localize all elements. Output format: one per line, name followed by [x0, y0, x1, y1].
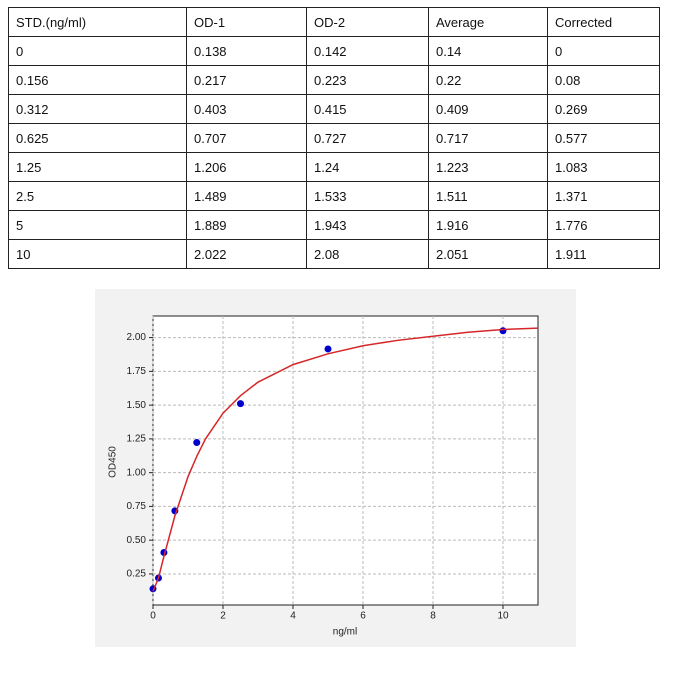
table-cell: 10 — [8, 239, 187, 269]
table-cell: 2.022 — [186, 239, 307, 269]
table-row: 0.156 0.217 0.223 0.22 0.08 — [8, 65, 660, 95]
x-tick-label: 4 — [290, 611, 296, 622]
table-cell: 1.511 — [428, 181, 548, 211]
table-cell: 0.156 — [8, 65, 187, 95]
table-row: 5 1.889 1.943 1.916 1.776 — [8, 210, 660, 240]
table-row: 10 2.022 2.08 2.051 1.911 — [8, 239, 660, 269]
y-tick-label: 1.75 — [127, 366, 147, 377]
table-cell: 0.138 — [186, 36, 307, 66]
table-cell: 1.24 — [306, 152, 429, 182]
x-tick-label: 0 — [150, 611, 156, 622]
table-cell: 0.142 — [306, 36, 429, 66]
header-row: STD.(ng/ml) OD-1 OD-2 Average Corrected — [8, 7, 660, 37]
table-cell: 1.776 — [547, 210, 660, 240]
table-cell: 1.223 — [428, 152, 548, 182]
table-cell: 0.403 — [186, 94, 307, 124]
table-cell: Corrected — [547, 7, 660, 37]
x-axis-label: ng/ml — [333, 627, 357, 638]
table-cell: 2.051 — [428, 239, 548, 269]
x-tick-label: 8 — [430, 611, 436, 622]
table-row: 0.312 0.403 0.415 0.409 0.269 — [8, 94, 660, 124]
table-cell: Average — [428, 7, 548, 37]
table-row: 0.625 0.707 0.727 0.717 0.577 — [8, 123, 660, 153]
y-tick-label: 0.50 — [127, 535, 147, 546]
table-cell: 1.943 — [306, 210, 429, 240]
data-point — [237, 400, 244, 408]
data-point — [499, 327, 507, 335]
table-row: 2.5 1.489 1.533 1.511 1.371 — [8, 181, 660, 211]
y-tick-label: 1.50 — [127, 400, 147, 411]
table-cell: 1.083 — [547, 152, 660, 182]
table-cell: 1.889 — [186, 210, 307, 240]
y-tick-label: 2.00 — [127, 332, 147, 343]
plot-area — [152, 315, 539, 606]
x-tick-label: 2 — [220, 611, 226, 622]
table-cell: 0.409 — [428, 94, 548, 124]
fit-curve — [152, 327, 539, 592]
table-cell: STD.(ng/ml) — [8, 7, 187, 37]
table-cell: 1.911 — [547, 239, 660, 269]
y-axis-label: OD450 — [108, 446, 119, 478]
table-cell: 0.707 — [186, 123, 307, 153]
table-cell: 0.727 — [306, 123, 429, 153]
data-point — [324, 345, 332, 353]
data-point — [193, 439, 201, 447]
table-cell: 2.08 — [306, 239, 429, 269]
x-tick-label: 6 — [360, 611, 366, 622]
y-tick-label: 0.75 — [127, 501, 147, 512]
table-cell: OD-1 — [186, 7, 307, 37]
table-cell: 0.717 — [428, 123, 548, 153]
table-cell: 0.625 — [8, 123, 187, 153]
x-tick-label: 10 — [497, 611, 509, 622]
table-row: 0 0.138 0.142 0.14 0 — [8, 36, 660, 66]
y-tick-label: 0.25 — [127, 569, 147, 580]
y-tick-label: 1.00 — [127, 467, 147, 478]
table-cell: 0.22 — [428, 65, 548, 95]
table-row: 1.25 1.206 1.24 1.223 1.083 — [8, 152, 660, 182]
y-tick-label: 1.25 — [127, 434, 147, 445]
data-table: STD.(ng/ml) OD-1 OD-2 Average Corrected 0 0.13… — [8, 7, 660, 269]
